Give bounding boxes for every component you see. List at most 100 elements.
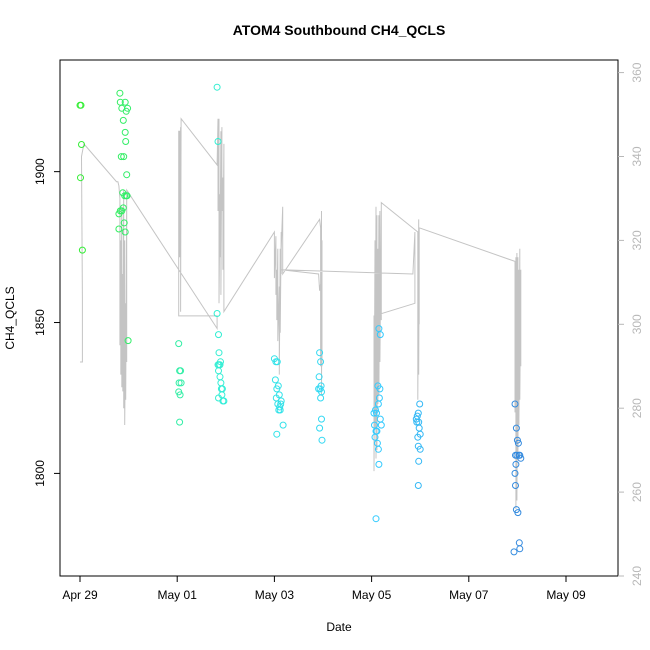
data-point [277, 397, 285, 405]
data-point [176, 391, 184, 399]
y2-tick-label: 320 [630, 230, 644, 250]
data-point [273, 358, 281, 366]
data-point [123, 192, 131, 200]
x-tick-label: Apr 29 [62, 588, 98, 602]
data-point [121, 98, 129, 106]
data-point [119, 116, 127, 124]
data-point [517, 454, 525, 462]
data-point [124, 104, 132, 112]
data-point [374, 445, 382, 453]
y2-tick-label: 260 [630, 482, 644, 502]
data-point [316, 424, 324, 432]
data-point [273, 430, 281, 438]
data-point [116, 89, 124, 97]
data-point [215, 349, 223, 357]
data-point [514, 439, 522, 447]
data-point [177, 367, 185, 375]
data-point [318, 415, 325, 423]
x-tick-label: May 07 [449, 588, 489, 602]
x-axis-label: Date [326, 620, 352, 634]
data-point [124, 337, 132, 345]
data-point [121, 228, 129, 236]
data-point [513, 436, 521, 444]
data-point [271, 376, 279, 384]
data-point [416, 445, 424, 453]
y-axis-left: 1800 1850 1900 [33, 158, 60, 487]
data-point [511, 400, 519, 408]
x-axis: Apr 29 May 01 May 03 May 05 May 07 May 09 [62, 576, 586, 602]
data-point [375, 325, 383, 333]
data-point [120, 219, 128, 227]
data-point [317, 358, 325, 366]
data-point [315, 385, 323, 393]
data-point [373, 427, 381, 435]
data-point [414, 482, 422, 489]
y-tick-label: 1850 [33, 309, 47, 336]
data-point [317, 394, 325, 402]
y-axis-label: CH4_QCLS [3, 286, 17, 349]
data-point [121, 128, 129, 136]
data-point [512, 424, 520, 432]
data-point [516, 545, 524, 553]
secondary-line-layer [80, 117, 522, 509]
data-point [78, 141, 85, 148]
y2-tick-label: 240 [630, 566, 644, 586]
x-tick-label: May 05 [352, 588, 392, 602]
data-point [279, 421, 287, 429]
y2-tick-label: 300 [630, 314, 644, 334]
data-point [115, 225, 123, 233]
data-point [117, 153, 125, 161]
data-point [377, 421, 385, 429]
y2-tick-label: 280 [630, 398, 644, 418]
data-point [375, 394, 383, 402]
data-point [215, 331, 222, 339]
data-point [213, 310, 221, 317]
data-point [516, 451, 524, 459]
data-point [511, 469, 519, 477]
data-point [77, 101, 85, 109]
y-axis-right: 240 260 280 300 320 340 360 [618, 62, 644, 586]
data-point [416, 400, 424, 408]
y2-tick-label: 340 [630, 146, 644, 166]
data-point [175, 379, 183, 387]
data-point [316, 349, 324, 357]
data-point [413, 418, 421, 426]
data-points-layer [76, 83, 525, 556]
data-point [213, 83, 221, 91]
data-point [318, 436, 326, 444]
data-point [175, 340, 183, 348]
data-point [512, 460, 520, 468]
data-point [217, 358, 224, 366]
data-point [120, 153, 128, 161]
data-point [414, 409, 422, 417]
x-tick-label: May 01 [158, 588, 198, 602]
data-point [415, 457, 423, 465]
chart-title: ATOM4 Southbound CH4_QCLS [233, 22, 446, 38]
data-point [374, 382, 382, 390]
plot-frame [59, 59, 619, 577]
data-point [372, 515, 380, 523]
data-point [510, 548, 518, 556]
data-point [214, 138, 222, 145]
y-tick-label: 1800 [33, 460, 47, 487]
x-tick-label: May 03 [255, 588, 295, 602]
y2-tick-label: 360 [630, 62, 644, 82]
data-point [512, 482, 519, 489]
data-point [122, 138, 130, 145]
data-point [514, 509, 522, 517]
data-point [78, 246, 86, 254]
data-point [77, 174, 84, 182]
y-tick-label: 1900 [33, 158, 47, 185]
secondary-series-line [80, 117, 522, 509]
data-point [372, 406, 379, 414]
data-point [119, 204, 127, 212]
data-point [414, 433, 422, 441]
data-point [371, 433, 379, 441]
data-point [276, 406, 284, 414]
data-point [123, 171, 131, 179]
data-point [373, 409, 380, 417]
data-point [177, 379, 185, 387]
data-point [220, 397, 228, 405]
